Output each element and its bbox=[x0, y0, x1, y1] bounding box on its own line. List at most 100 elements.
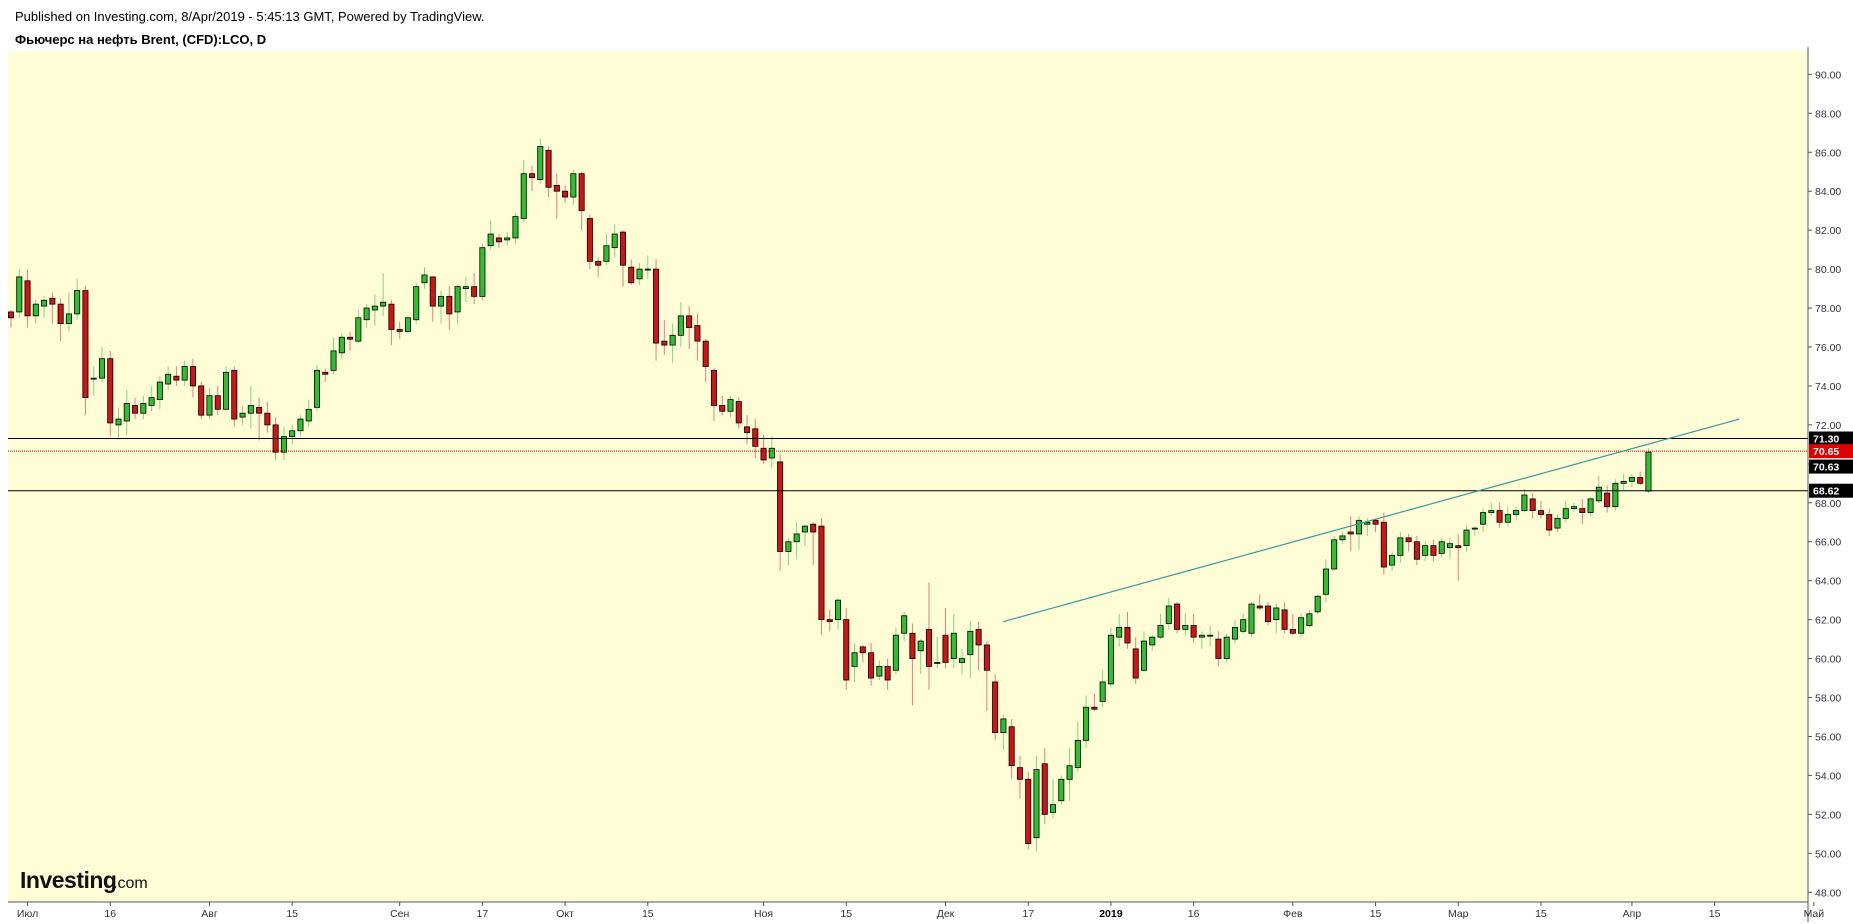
candle bbox=[553, 173, 560, 219]
candle bbox=[967, 621, 974, 679]
candle bbox=[156, 376, 163, 410]
candle-body bbox=[388, 303, 395, 330]
candle-body bbox=[1124, 627, 1131, 644]
price-tag: 71.30 bbox=[1809, 431, 1853, 446]
candle-body bbox=[992, 681, 999, 733]
candle bbox=[677, 302, 684, 347]
candle-body bbox=[107, 358, 114, 424]
candle-body bbox=[1405, 537, 1412, 543]
candle bbox=[338, 333, 345, 359]
x-tick-label: 17 bbox=[477, 908, 489, 920]
candle bbox=[1066, 748, 1073, 801]
candle-body bbox=[1033, 769, 1040, 839]
price-tag: 70.65 bbox=[1809, 444, 1853, 459]
candle bbox=[1604, 485, 1611, 513]
candle bbox=[901, 611, 908, 642]
candle-body bbox=[371, 305, 378, 311]
candle bbox=[462, 276, 469, 303]
candle-body bbox=[826, 619, 833, 622]
y-tick-label: 82.00 bbox=[1815, 225, 1841, 237]
candle-body bbox=[495, 237, 502, 243]
candle-body bbox=[702, 340, 709, 367]
candle bbox=[123, 389, 130, 435]
candle-body bbox=[1389, 554, 1396, 566]
candle-body bbox=[140, 403, 147, 414]
candle-body bbox=[661, 340, 668, 346]
candle-body bbox=[1562, 508, 1569, 519]
candle-body bbox=[1190, 625, 1197, 638]
candle-body bbox=[1182, 625, 1189, 630]
x-axis[interactable]: Июл 16 Авг 15 Сен 17 Окт 15 Ноя 15 Дек 17 2019 16 Фев 1… bbox=[8, 901, 1825, 920]
candle bbox=[1595, 475, 1602, 503]
candle bbox=[363, 304, 370, 328]
candle-body bbox=[421, 274, 428, 284]
candle bbox=[140, 395, 147, 420]
candle-body bbox=[810, 523, 817, 533]
candle bbox=[661, 319, 668, 355]
candle bbox=[975, 621, 982, 671]
candle-body bbox=[1513, 510, 1520, 515]
candle bbox=[1033, 755, 1040, 852]
y-tick-label: 76.00 bbox=[1815, 342, 1841, 354]
candle-body bbox=[1356, 519, 1363, 535]
candle-body bbox=[975, 628, 982, 646]
x-tick-label: Май bbox=[1804, 908, 1825, 920]
x-tick-label: 15 bbox=[286, 908, 298, 920]
candle-body bbox=[1504, 514, 1511, 523]
candle-body bbox=[694, 325, 701, 342]
candle-body bbox=[785, 541, 792, 552]
candle bbox=[1554, 514, 1561, 532]
candle bbox=[1157, 613, 1164, 640]
candle bbox=[1281, 602, 1288, 634]
x-tick-label: Окт bbox=[556, 908, 574, 920]
candle-body bbox=[1306, 613, 1313, 626]
candle-body bbox=[446, 295, 453, 315]
candle-body bbox=[198, 385, 205, 416]
candle-body bbox=[1116, 627, 1123, 638]
x-tick-label: 16 bbox=[1188, 908, 1200, 920]
x-tick-label: 15 bbox=[1709, 908, 1721, 920]
candle-body bbox=[1099, 681, 1106, 702]
candle-body bbox=[305, 408, 312, 422]
candle-body bbox=[429, 276, 436, 307]
candle bbox=[371, 294, 378, 326]
candle bbox=[768, 436, 775, 468]
candle bbox=[793, 522, 800, 560]
price-tag: 68.62 bbox=[1809, 483, 1853, 498]
y-tick-label: 74.00 bbox=[1815, 381, 1841, 393]
y-tick-label: 54.00 bbox=[1815, 770, 1841, 782]
candle bbox=[1430, 539, 1437, 562]
candle bbox=[49, 292, 56, 324]
candle bbox=[1413, 535, 1420, 566]
candle bbox=[1174, 602, 1181, 634]
candle-body bbox=[1463, 529, 1470, 547]
candle bbox=[280, 426, 287, 460]
candle-body bbox=[967, 630, 974, 656]
candle-body bbox=[1537, 510, 1544, 515]
candle bbox=[1513, 506, 1520, 521]
candle-body bbox=[74, 290, 81, 315]
x-tick-label: Июл bbox=[17, 908, 38, 920]
candle bbox=[504, 232, 511, 246]
candle bbox=[1529, 493, 1536, 519]
candle bbox=[619, 230, 626, 287]
candle-body bbox=[1380, 521, 1387, 568]
candle-body bbox=[1215, 638, 1222, 659]
y-tick-label: 62.00 bbox=[1815, 615, 1841, 627]
candle bbox=[148, 385, 155, 412]
candle bbox=[520, 160, 527, 223]
plot-area[interactable] bbox=[8, 51, 1808, 902]
y-axis[interactable]: 48.00 50.00 52.00 54.00 56.00 58.00 60.00 62.00… bbox=[1807, 47, 1841, 922]
y-tick-label: 72.00 bbox=[1815, 420, 1841, 432]
candle bbox=[1265, 602, 1272, 626]
price-tag-label: 70.65 bbox=[1813, 446, 1839, 458]
candle-body bbox=[1397, 537, 1404, 556]
x-tick-label: 15 bbox=[1370, 908, 1382, 920]
trendline[interactable] bbox=[1003, 418, 1740, 623]
candle bbox=[1091, 693, 1098, 712]
candle-body bbox=[719, 405, 726, 412]
x-tick-label: 15 bbox=[642, 908, 654, 920]
candle bbox=[1016, 755, 1023, 799]
candle bbox=[512, 212, 519, 244]
